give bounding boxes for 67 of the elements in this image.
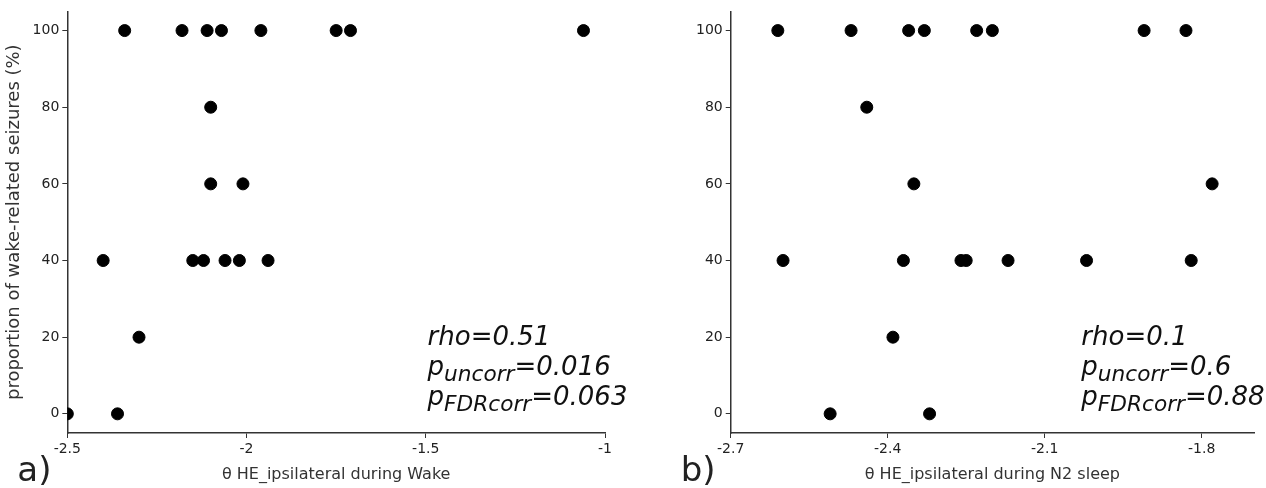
point [132,330,146,344]
text: b) [680,449,716,488]
point [236,177,250,191]
point [254,24,268,38]
point [261,254,275,268]
annotation: rho=0.51 [427,321,551,351]
point [985,24,999,38]
x-tick-label: -1.5 [412,440,440,457]
y-axis-title: proportion of wake-related seizures (%) [2,44,24,401]
point [1001,254,1015,268]
x-axis-title: θ HE_ipsilateral during Wake [221,463,451,484]
point [232,254,246,268]
point [1137,24,1151,38]
x-tick-label: -2.7 [717,440,745,457]
y-tick-label: 40 [704,251,723,268]
y-tick-label: 0 [50,404,60,421]
x-tick-label: -1 [598,440,612,457]
text: a) [17,449,52,488]
x-tick-label: -2 [239,440,254,457]
x-tick-label: -2.1 [1031,440,1059,457]
y-tick-label: 100 [695,21,723,38]
point [886,330,900,344]
point [329,24,343,38]
point [970,24,984,38]
point [923,407,937,421]
point [175,24,189,38]
point [344,24,357,38]
y-tick-label: 80 [704,97,723,114]
point [204,100,218,114]
point [1080,254,1094,268]
y-tick-label: 40 [41,251,60,268]
point [1205,177,1219,191]
y-tick-label: 60 [704,174,723,191]
point [96,254,110,268]
point [204,177,218,191]
point [823,407,837,421]
point [197,254,211,268]
point [1184,254,1198,268]
point [1179,24,1193,38]
point [776,254,790,268]
y-tick-label: 80 [41,97,60,114]
point [111,407,125,421]
point [118,24,132,38]
point [576,24,590,38]
point [917,24,931,38]
annotation: p$_{FDRcorr}$=0.063 [427,381,628,419]
y-tick-label: 100 [32,21,60,38]
point [218,254,232,268]
x-tick-label: -2.5 [53,440,81,457]
y-tick-label: 60 [41,174,60,191]
y-tick-label: 0 [713,404,723,421]
point [860,100,874,114]
y-tick-label: 20 [704,327,723,344]
point [200,24,214,38]
point [896,254,910,268]
x-tick-label: -1.8 [1188,440,1216,457]
point [902,24,916,38]
x-axis-title: θ HE_ipsilateral during N2 sleep [864,463,1120,484]
point [771,24,785,38]
point [214,24,228,38]
point [844,24,858,38]
y-tick-label: 20 [41,327,60,344]
annotation: rho=0.1 [1081,321,1188,351]
annotation: p$_{FDRcorr}$=0.88 [1081,381,1265,419]
point [907,177,921,191]
x-tick-label: -2.4 [874,440,902,457]
point [186,254,200,268]
